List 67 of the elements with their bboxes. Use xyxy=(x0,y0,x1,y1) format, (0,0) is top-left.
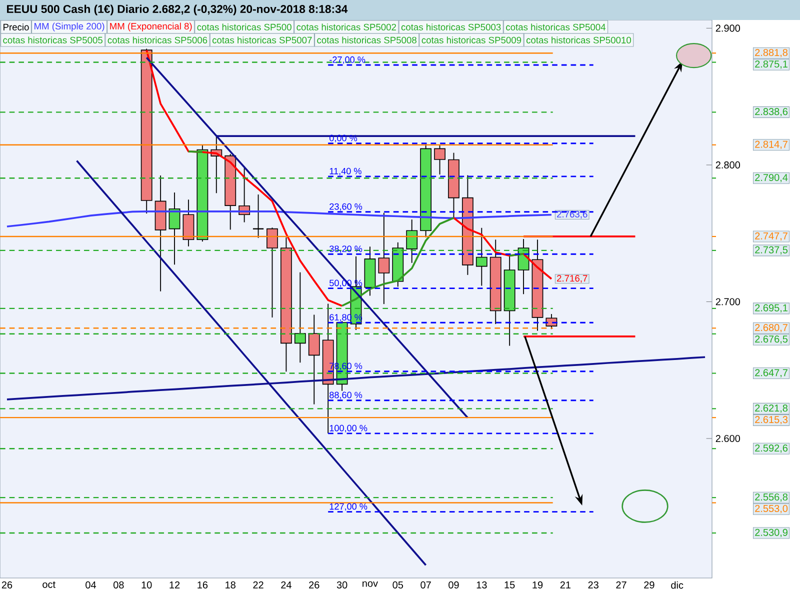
y-tick-label: 2.900 xyxy=(716,24,740,32)
annotation: cotas historicas SP500 xyxy=(197,24,292,30)
ref-line-label: 2.553,0 xyxy=(755,504,788,514)
annotation: cotas historicas SP5005 xyxy=(3,36,102,44)
ref-line-label: 2.875,1 xyxy=(755,60,788,69)
x-tick-label: 18 xyxy=(226,581,236,588)
annotation: 127,00 % xyxy=(330,503,368,511)
x-tick-label: 30 xyxy=(336,581,348,588)
x-tick-label: 21 xyxy=(560,581,570,588)
annotation: cotas historicas SP5002 xyxy=(296,24,396,30)
chart-title: EEUU 500 Cash (1€) Diario 2.682,2 (-0,32%) 20-nov-2018 8:18:34 xyxy=(7,4,348,16)
annotation: 23,60 % xyxy=(330,203,362,211)
text: Precio xyxy=(4,24,29,30)
annotation: 11,40 % xyxy=(330,168,362,176)
ref-line-label: 2.881,8 xyxy=(755,48,788,58)
x-tick-label: 05 xyxy=(392,581,404,588)
annotation: 88,60 % xyxy=(330,392,362,400)
data-label: 2.763,6 xyxy=(557,210,588,219)
ref-line-label: 2.680,7 xyxy=(755,324,788,332)
x-tick-label: 10 xyxy=(142,581,152,588)
ref-line-label: 2.647,7 xyxy=(755,369,788,378)
text: MM (Simple 200) xyxy=(34,22,104,32)
x-tick-label: 24 xyxy=(281,581,292,588)
annotation: cotas historicas SP5003 xyxy=(401,24,501,30)
x-tick-label: 09 xyxy=(448,581,459,588)
ref-line-label: 2.621,8 xyxy=(755,404,788,413)
annotation: cotas historicas SP5006 xyxy=(108,36,208,44)
x-tick-label: 26 xyxy=(2,581,12,588)
x-tick-label: 16 xyxy=(198,581,208,588)
ref-line-label: 2.556,8 xyxy=(755,493,788,502)
ref-line-label: 2.790,4 xyxy=(755,174,788,182)
x-tick-label: nov xyxy=(362,581,378,587)
y-tick-label: 2.600 xyxy=(716,434,740,442)
annotation: -27,00 % xyxy=(330,56,366,64)
x-tick-label: 15 xyxy=(504,581,515,588)
ref-line-label: 2.737,5 xyxy=(755,246,788,255)
ref-line-label: 2.615,3 xyxy=(755,416,788,424)
x-tick-label: dic xyxy=(671,581,684,589)
x-tick-label: 29 xyxy=(644,581,654,588)
x-tick-label: 04 xyxy=(86,581,96,588)
x-tick-label: 13 xyxy=(476,581,487,588)
x-tick-label: oct xyxy=(42,581,56,588)
x-tick-label: 27 xyxy=(616,581,626,588)
annotation: cotas historicas SP5007 xyxy=(212,36,312,44)
ref-line-label: 2.695,1 xyxy=(755,304,788,313)
annotation: cotas historicas SP5009 xyxy=(422,36,522,44)
data-label: 2.716,7 xyxy=(557,275,588,283)
annotation: cotas historicas SP50010 xyxy=(526,36,632,44)
ref-line-label: 2.530,9 xyxy=(755,528,788,538)
ref-line-label: 2.814,7 xyxy=(755,140,788,149)
y-tick-label: 2.700 xyxy=(716,298,740,306)
x-tick-label: 22 xyxy=(253,581,264,588)
x-tick-label: 23 xyxy=(588,581,598,588)
y-tick-label: 2.800 xyxy=(716,161,740,169)
annotation: 100,00 % xyxy=(330,424,368,432)
x-tick-label: 26 xyxy=(309,581,320,588)
x-tick-label: 12 xyxy=(170,581,180,588)
annotation: cotas historicas SP5008 xyxy=(317,36,416,44)
ref-line-label: 2.592,6 xyxy=(755,444,788,453)
ref-line-label: 2.676,5 xyxy=(755,335,788,344)
x-tick-label: 08 xyxy=(114,581,124,588)
ref-line-label: 2.838,6 xyxy=(755,108,788,116)
annotation: cotas historicas SP5004 xyxy=(506,24,606,30)
x-tick-label: 07 xyxy=(420,581,431,588)
ref-line-label: 2.747,7 xyxy=(755,232,788,241)
x-tick-label: 19 xyxy=(532,581,543,588)
text: MM (Exponencial 8) xyxy=(110,22,192,32)
